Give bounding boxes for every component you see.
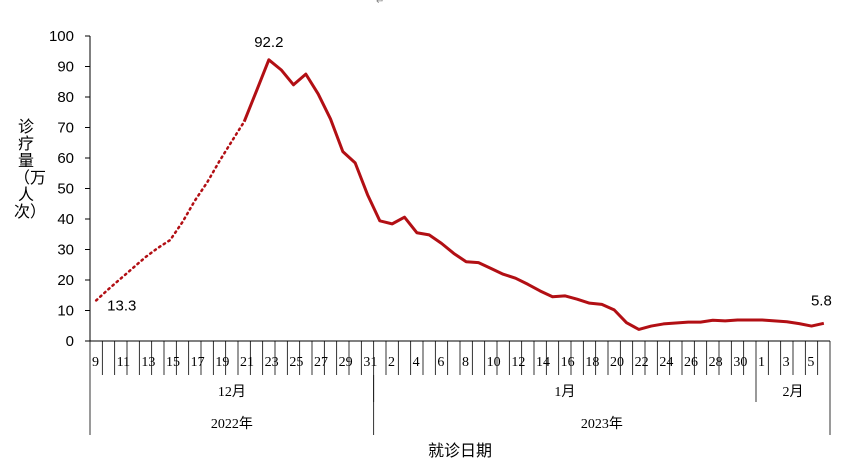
y-tick-label: 0 (66, 333, 74, 350)
x-axis-title: 就诊日期 (428, 441, 492, 460)
x-tick-label: 27 (314, 355, 328, 370)
return-mark: ↵ (376, 0, 385, 7)
y-tick-label: 80 (57, 89, 74, 106)
x-tick-label: 18 (585, 355, 599, 370)
x-tick-label: 23 (265, 355, 279, 370)
x-tick-label: 5 (807, 355, 814, 370)
x-tick-label: 30 (733, 355, 747, 370)
month-label: 12月 (218, 384, 246, 400)
y-tick-label: 90 (57, 59, 74, 76)
data-label: 5.8 (811, 292, 832, 309)
x-tick-label: 2 (388, 355, 395, 370)
x-tick-label: 1 (758, 355, 765, 370)
x-tick-label: 13 (141, 355, 155, 370)
x-tick-label: 12 (511, 355, 525, 370)
x-tick-label: 15 (166, 355, 180, 370)
x-tick-label: 9 (92, 355, 99, 370)
y-tick-label: 70 (57, 120, 74, 137)
x-tick-label: 20 (610, 355, 624, 370)
year-label: 2023年 (581, 416, 623, 432)
x-tick-label: 16 (561, 355, 575, 370)
y-tick-label: 30 (57, 242, 74, 259)
y-tick-label: 10 (57, 303, 74, 320)
month-label: 1月 (554, 384, 575, 400)
y-tick-label: 50 (57, 181, 74, 198)
x-tick-label: 22 (635, 355, 649, 370)
x-tick-label: 26 (684, 355, 698, 370)
x-tick-label: 10 (487, 355, 501, 370)
month-label: 2月 (783, 384, 804, 400)
x-tick-label: 25 (289, 355, 303, 370)
x-tick-label: 21 (240, 355, 254, 370)
x-tick-label: 14 (536, 355, 550, 370)
x-tick-label: 29 (339, 355, 353, 370)
series-line-dotted (94, 120, 246, 302)
y-tick-label: 100 (49, 28, 74, 45)
y-tick-label: 40 (57, 211, 74, 228)
x-tick-label: 3 (783, 355, 790, 370)
x-tick-label: 31 (363, 355, 377, 370)
x-tick-label: 11 (117, 355, 130, 370)
y-tick-label: 60 (57, 150, 74, 167)
x-tick-label: 19 (215, 355, 229, 370)
y-tick-label: 20 (57, 272, 74, 289)
data-label: 92.2 (254, 34, 283, 51)
data-label: 13.3 (107, 297, 136, 314)
series-line-solid (242, 58, 825, 331)
x-tick-label: 6 (437, 355, 444, 370)
y-axis-title: 诊疗量（万人次） (14, 117, 47, 221)
x-tick-label: 24 (659, 355, 673, 370)
x-tick-label: 17 (191, 355, 205, 370)
x-tick-label: 4 (413, 355, 420, 370)
x-tick-label: 28 (709, 355, 723, 370)
x-tick-label: 8 (462, 355, 469, 370)
year-label: 2022年 (211, 416, 253, 432)
